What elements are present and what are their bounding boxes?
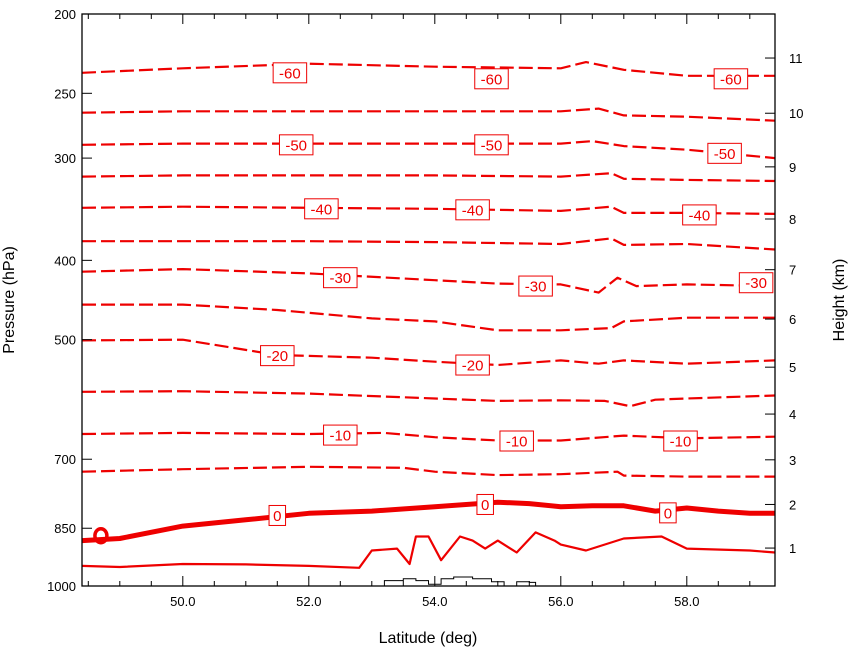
plot-frame: [81, 13, 776, 587]
x-tick-label: 50.0: [170, 594, 195, 609]
x-tick-label: 56.0: [548, 594, 573, 609]
y2-tick-label: 3: [789, 453, 796, 468]
y2-tick-label: 2: [789, 497, 796, 512]
contour-label-box-2: [713, 68, 749, 90]
contour-label-box-16: [663, 430, 698, 452]
contour-label-box-15: [499, 430, 534, 452]
contour-label-13: -20: [462, 358, 484, 375]
left-y-axis: 200 250 300 400 500 700 850 1000: [47, 7, 92, 594]
contour-label-box-5: [707, 142, 742, 164]
y2-tick-label: 7: [789, 263, 796, 278]
y2-tick-label: 10: [789, 106, 803, 121]
contour-line-4: [82, 205, 775, 215]
y-tick-label: 1000: [47, 579, 76, 594]
contour-label-3: -50: [285, 137, 307, 154]
contour-label-box-3: [278, 134, 314, 156]
contour-label-box-6: [304, 198, 339, 220]
contour-label-17: 0: [273, 508, 281, 525]
contour-label-2: -60: [720, 71, 742, 88]
terrain-profile: [378, 576, 537, 586]
contour-label-box-11: [738, 272, 774, 294]
contour-label-box-14: [323, 424, 358, 446]
y-tick-label: 850: [54, 521, 76, 536]
y2-tick-label: 9: [789, 160, 796, 175]
y2-tick-label: 6: [789, 312, 796, 327]
contour-label-box-7: [455, 199, 490, 221]
contour-label-8: -40: [689, 207, 711, 224]
y-tick-label: 300: [54, 151, 76, 166]
contour-label-19: 0: [664, 505, 672, 522]
contour-label-7: -40: [462, 202, 484, 219]
y2-tick-label: 4: [789, 407, 796, 422]
contour-label-14: -10: [329, 428, 351, 445]
contour-line-12: [82, 499, 775, 544]
contour-label-box-10: [518, 275, 553, 297]
y-tick-label: 500: [54, 333, 76, 348]
contour-label-11: -30: [745, 275, 767, 292]
contour-label-box-9: [323, 267, 358, 289]
y2-axis-title: Height (km): [831, 259, 848, 342]
contour-label-18: 0: [481, 497, 489, 514]
y2-tick-label: 1: [789, 541, 796, 556]
contour-label-16: -10: [670, 434, 692, 451]
contour-label-box-13: [455, 354, 490, 376]
contour-label-box-0: [272, 62, 308, 84]
contour-line-7: [82, 303, 775, 332]
contour-label-box-8: [682, 204, 717, 226]
contour-label-box-19: [659, 502, 677, 524]
contour-label-box-1: [474, 68, 509, 90]
contour-label-box-12: [260, 345, 295, 367]
right-y-axis: 1 2 3 4 5 6 7 8 9 10 11: [765, 51, 803, 556]
contour-label-9: -30: [329, 270, 351, 287]
contour-line-5: [82, 237, 775, 251]
isotherm-contours: [82, 61, 775, 569]
x-tick-label: 58.0: [674, 594, 699, 609]
x-tick-label: 52.0: [296, 594, 321, 609]
y-axis-title: Pressure (hPa): [1, 246, 18, 354]
contour-line-2: [82, 140, 775, 160]
contour-line-13: [82, 531, 775, 569]
y-tick-label: 400: [54, 253, 76, 268]
contour-labels: -60 -60 -60 -50 -50 -50 -40 -40 -40 -30 -30 -30 -20 -…: [260, 62, 774, 526]
contour-line-6: [82, 268, 775, 294]
y2-tick-label: 5: [789, 360, 796, 375]
contour-label-0: -60: [279, 65, 301, 82]
y-tick-label: 700: [54, 452, 76, 467]
contour-label-6: -40: [311, 201, 333, 218]
contour-label-box-17: [268, 504, 287, 526]
x-axis-title: Latitude (deg): [379, 630, 478, 647]
y2-tick-label: 8: [789, 212, 796, 227]
y2-tick-label: 11: [789, 51, 803, 66]
contour-line-11: [82, 465, 775, 478]
contour-line-8: [82, 338, 775, 367]
contour-label-4: -50: [481, 137, 503, 154]
terrain-line: [378, 576, 537, 586]
contour-label-5: -50: [714, 146, 736, 163]
contour-line-10: [82, 431, 775, 442]
contour-line-3: [82, 172, 775, 183]
contour-line-0: [82, 61, 775, 77]
contour-line-9: [82, 390, 775, 408]
contour-label-15: -10: [506, 434, 528, 451]
contour-closed-loop: [93, 526, 109, 545]
contour-label-10: -30: [525, 279, 547, 296]
x-tick-label: 54.0: [422, 594, 447, 609]
contour-label-12: -20: [266, 348, 288, 365]
y-tick-label: 200: [54, 7, 76, 22]
y-tick-label: 250: [54, 86, 76, 101]
contour-label-box-18: [476, 493, 494, 515]
contour-label-1: -60: [481, 71, 503, 88]
contour-label-box-4: [474, 134, 509, 156]
x-axis: 50.0 52.0 54.0 56.0 58.0: [87, 14, 751, 609]
contour-line-1: [82, 107, 775, 122]
